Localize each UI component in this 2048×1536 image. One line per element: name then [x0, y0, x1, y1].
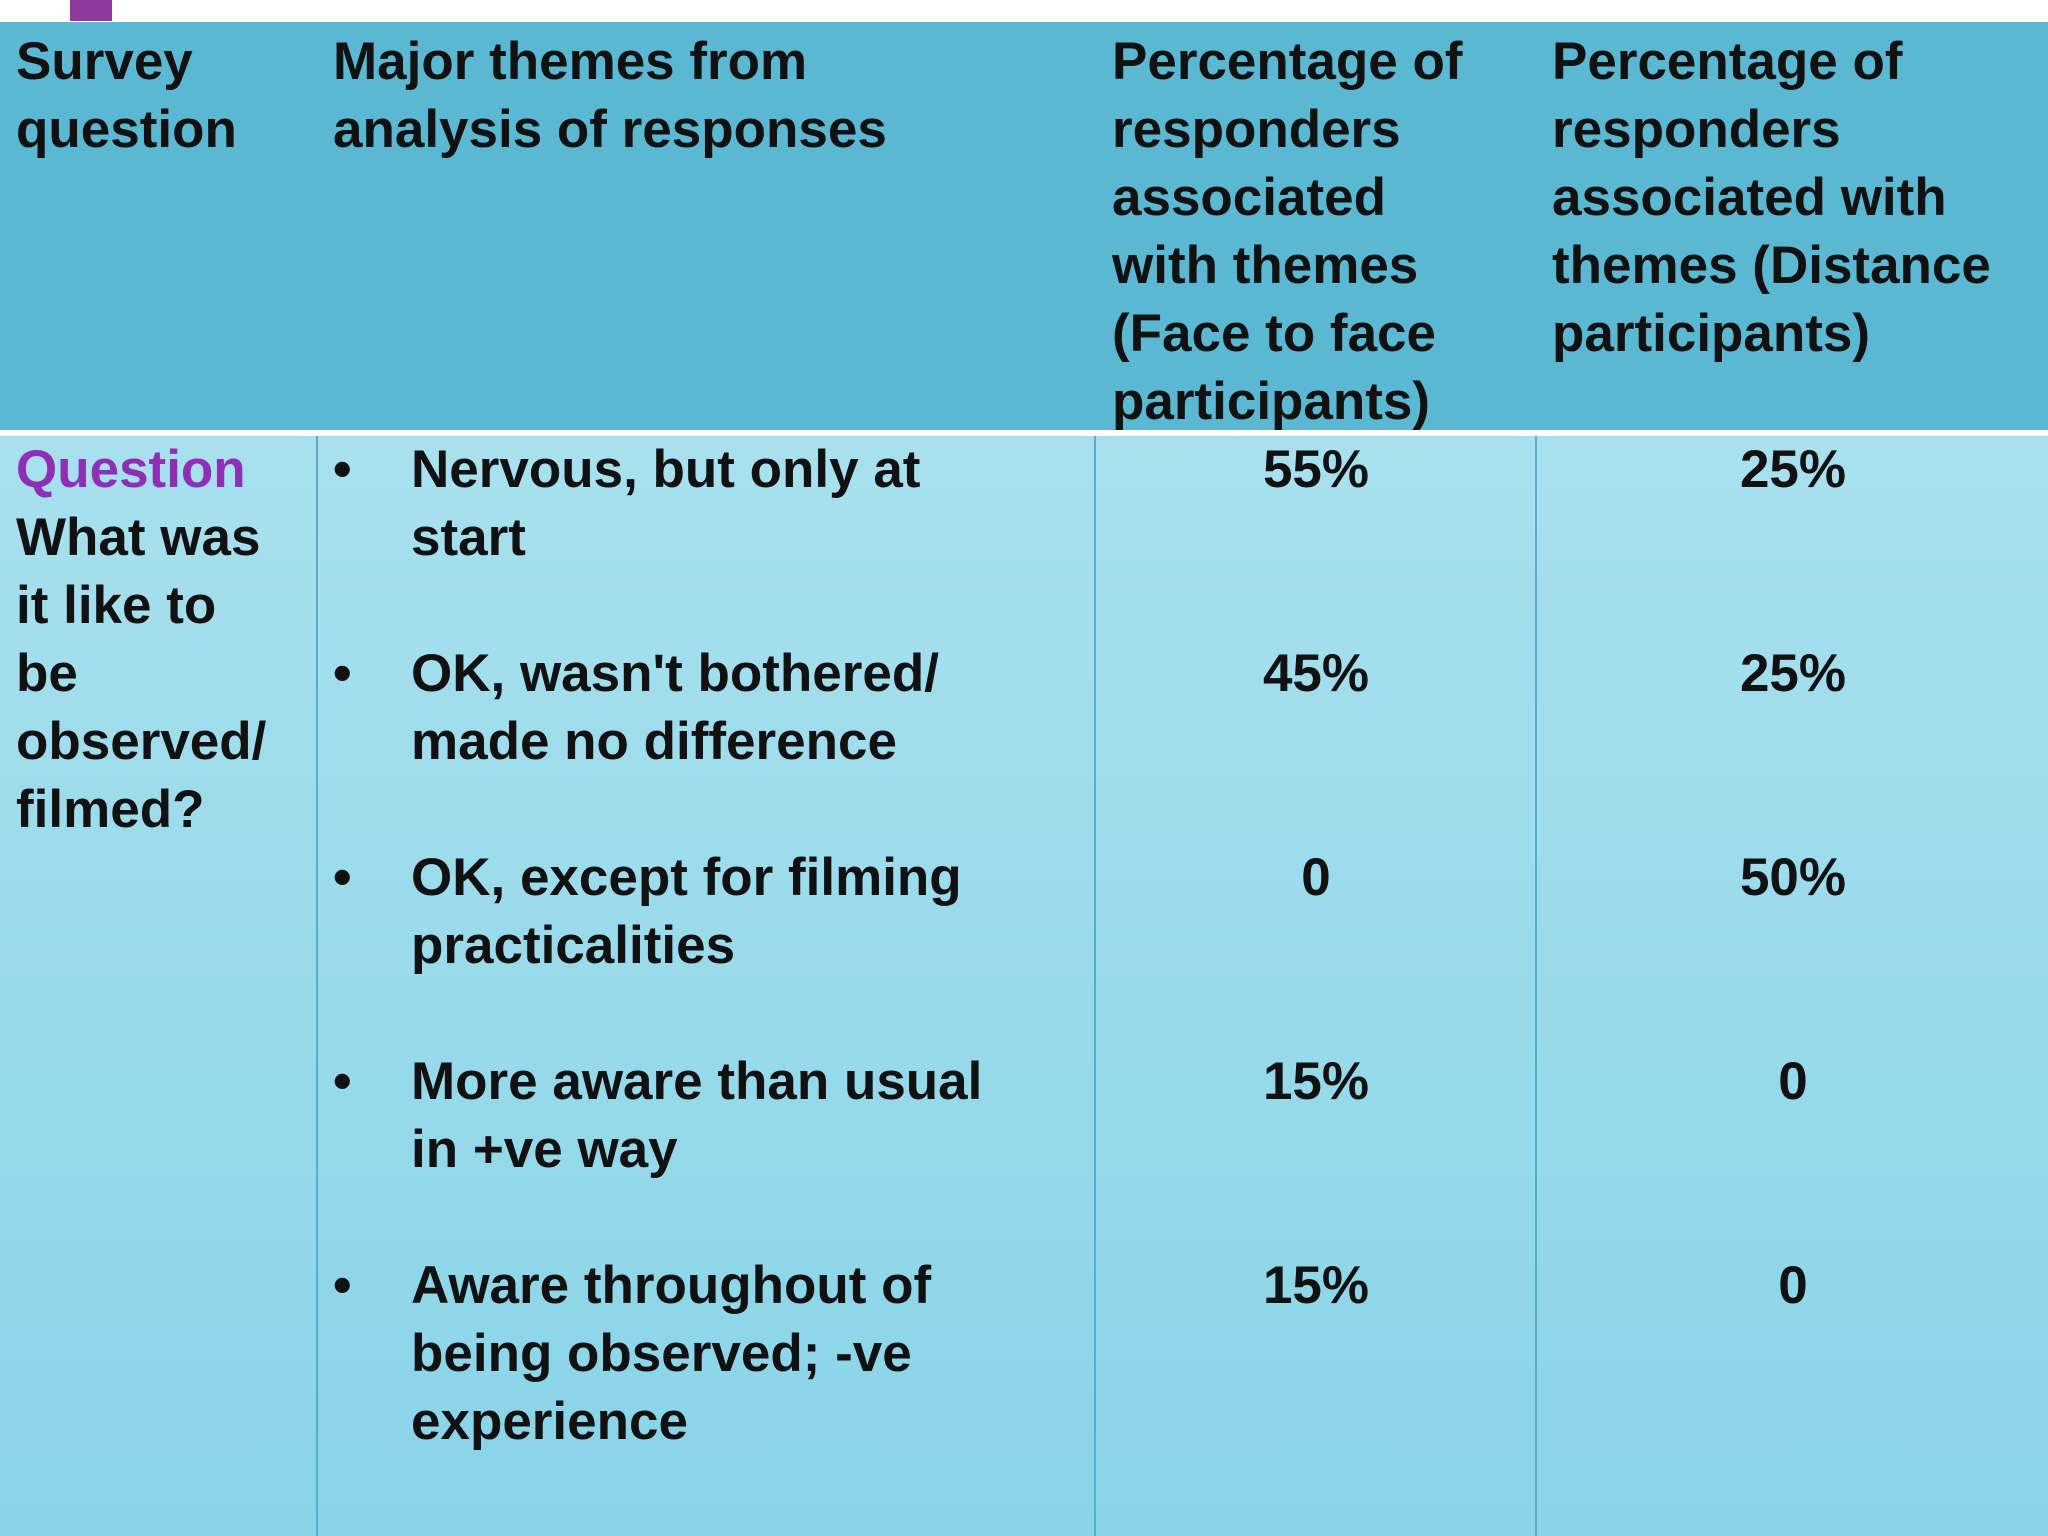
bullet-icon: •: [333, 644, 352, 703]
distance-value: 50%: [1739, 848, 1847, 907]
question-label: Question: [16, 440, 246, 499]
theme-text: OK, wasn't bothered/ made no difference: [411, 644, 939, 771]
header-major-themes: Major themes from analysis of responses: [333, 32, 887, 159]
header-distance-percentage: Percentage of responders associated with…: [1552, 32, 1991, 363]
header-survey-question: Survey question: [16, 32, 237, 159]
distance-value: 25%: [1739, 440, 1847, 499]
header-divider: [0, 430, 2048, 436]
bullet-icon: •: [333, 1052, 352, 1111]
distance-value: 0: [1778, 1052, 1808, 1111]
face-to-face-value: 15%: [1262, 1052, 1370, 1111]
table-body-row: [0, 436, 2048, 1536]
theme-text: Aware throughout of being observed; -ve …: [411, 1256, 932, 1451]
slide-accent-tab: [70, 0, 112, 21]
distance-value: 0: [1778, 1256, 1808, 1315]
face-to-face-value: 45%: [1262, 644, 1370, 703]
face-to-face-value: 15%: [1262, 1256, 1370, 1315]
question-cell: Question What was it like to be observed…: [16, 436, 316, 844]
theme-text: Nervous, but only at start: [411, 440, 921, 567]
bullet-icon: •: [333, 1256, 352, 1315]
question-text: What was it like to be observed/ filmed?: [16, 508, 267, 839]
column-divider-3: [1535, 436, 1537, 1536]
column-divider-2: [1094, 436, 1096, 1536]
face-to-face-value: 55%: [1262, 440, 1370, 499]
theme-text: OK, except for filming practicalities: [411, 848, 962, 975]
survey-results-table: Survey question Major themes from analys…: [0, 22, 2048, 1536]
bullet-icon: •: [333, 440, 352, 499]
table-header-row: [0, 22, 2048, 430]
header-face-to-face-percentage: Percentage of responders associated with…: [1112, 32, 1463, 431]
theme-text: More aware than usual in +ve way: [411, 1052, 983, 1179]
distance-value: 25%: [1739, 644, 1847, 703]
column-divider-1: [316, 436, 318, 1536]
bullet-icon: •: [333, 848, 352, 907]
face-to-face-value: 0: [1301, 848, 1331, 907]
